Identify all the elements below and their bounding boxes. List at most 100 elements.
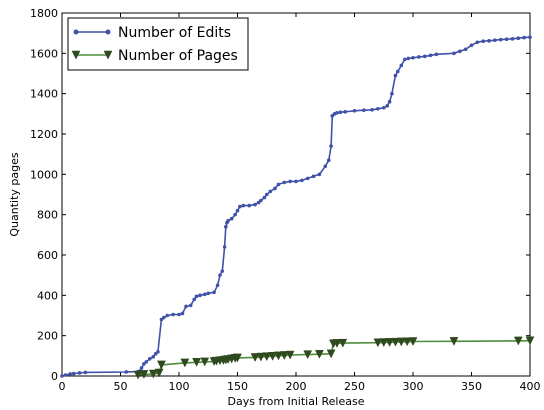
data-point-edits: [390, 91, 394, 96]
data-point-pages: [391, 337, 400, 347]
x-tick-label: 100: [169, 380, 190, 393]
data-point-pages: [148, 369, 158, 379]
legend-label-edits: Number of Edits: [118, 25, 231, 41]
data-point-pages: [279, 351, 289, 360]
x-tick-label: 150: [227, 380, 248, 393]
x-tick-label: 50: [114, 380, 128, 393]
data-point-edits: [335, 111, 339, 115]
data-point-edits: [83, 370, 88, 375]
data-point-edits: [238, 204, 242, 209]
data-point-edits: [222, 245, 227, 249]
data-point-edits: [226, 218, 230, 223]
data-point-edits: [139, 366, 144, 370]
data-point-edits: [317, 172, 322, 177]
data-point-edits: [180, 311, 185, 316]
x-axis-label: Days from Initial Release: [228, 395, 365, 408]
data-point-edits: [338, 110, 343, 115]
y-tick-label: 1800: [30, 7, 58, 20]
data-point-edits: [343, 110, 347, 114]
data-point-edits: [498, 37, 503, 42]
data-point-edits: [487, 39, 491, 43]
data-point-edits: [206, 291, 211, 296]
data-point-edits: [151, 355, 156, 359]
data-point-edits: [259, 198, 263, 203]
data-point-pages: [373, 338, 383, 348]
data-point-edits: [393, 73, 398, 78]
data-point-edits: [352, 109, 357, 113]
data-point-pages: [326, 349, 336, 359]
data-point-edits: [311, 174, 316, 179]
data-point-pages: [303, 350, 313, 360]
data-point-edits: [192, 297, 197, 302]
legend-marker-pages: [103, 50, 113, 60]
data-point-pages: [274, 351, 283, 361]
y-tick-label: 1600: [30, 47, 58, 60]
data-point-edits: [411, 55, 415, 60]
data-point-edits: [241, 203, 246, 208]
y-tick-label: 800: [37, 209, 58, 222]
data-point-edits: [71, 371, 76, 376]
data-point-edits: [362, 108, 366, 113]
data-point-edits: [184, 304, 188, 309]
x-tick-label: 0: [59, 380, 66, 393]
data-point-edits: [247, 203, 251, 208]
data-point-edits: [422, 54, 427, 59]
legend-marker-pages: [71, 50, 81, 60]
data-point-edits: [452, 51, 456, 56]
y-tick-label: 1000: [30, 168, 58, 181]
series-markers: [60, 35, 535, 380]
x-tick-label: 300: [403, 380, 424, 393]
legend: Number of Edits Number of Pages: [67, 17, 249, 71]
data-point-edits: [224, 224, 228, 229]
data-point-pages: [200, 357, 210, 367]
data-point-edits: [177, 312, 181, 317]
data-point-edits: [399, 63, 404, 68]
x-tick-label: 250: [344, 380, 365, 393]
data-point-pages: [133, 370, 143, 380]
data-point-pages: [250, 353, 260, 363]
data-point-pages: [385, 338, 395, 347]
data-point-edits: [153, 352, 158, 356]
data-point-edits: [481, 39, 486, 44]
data-point-edits: [212, 290, 216, 295]
legend-marker-edits: [73, 29, 79, 35]
data-point-edits: [144, 360, 149, 364]
data-point-edits: [370, 108, 374, 112]
data-point-edits: [77, 371, 82, 375]
data-point-edits: [159, 317, 164, 322]
data-point-pages: [525, 336, 535, 346]
data-point-edits: [406, 56, 411, 61]
y-tick-label: 200: [37, 330, 58, 343]
data-point-edits: [276, 182, 281, 187]
data-point-edits: [522, 35, 526, 40]
data-point-edits: [262, 195, 267, 200]
data-point-edits: [329, 144, 333, 148]
data-point-pages: [379, 338, 389, 348]
y-tick-label: 1400: [30, 88, 58, 101]
data-point-edits: [229, 216, 234, 221]
legend-marker-edits: [105, 29, 111, 35]
data-point-edits: [202, 292, 207, 297]
y-tick-label: 0: [51, 370, 58, 383]
x-tick-label: 400: [520, 380, 541, 393]
data-point-edits: [142, 362, 146, 366]
data-point-edits: [161, 315, 166, 320]
y-tick-label: 600: [37, 249, 58, 262]
data-point-edits: [264, 192, 269, 197]
data-point-edits: [194, 294, 199, 299]
data-point-edits: [326, 158, 331, 163]
data-point-edits: [434, 52, 439, 57]
data-point-edits: [156, 350, 160, 354]
data-point-edits: [288, 179, 292, 184]
data-point-edits: [504, 37, 509, 42]
data-point-pages: [233, 353, 242, 363]
data-point-pages: [396, 337, 406, 347]
data-point-edits: [300, 178, 304, 183]
data-point-edits: [220, 269, 225, 273]
data-point-edits: [294, 179, 298, 184]
data-point-pages: [180, 358, 190, 368]
data-point-edits: [395, 69, 400, 74]
data-point-edits: [235, 208, 240, 213]
data-point-edits: [218, 273, 222, 277]
y-axis-label: Quantity pages: [8, 152, 21, 237]
